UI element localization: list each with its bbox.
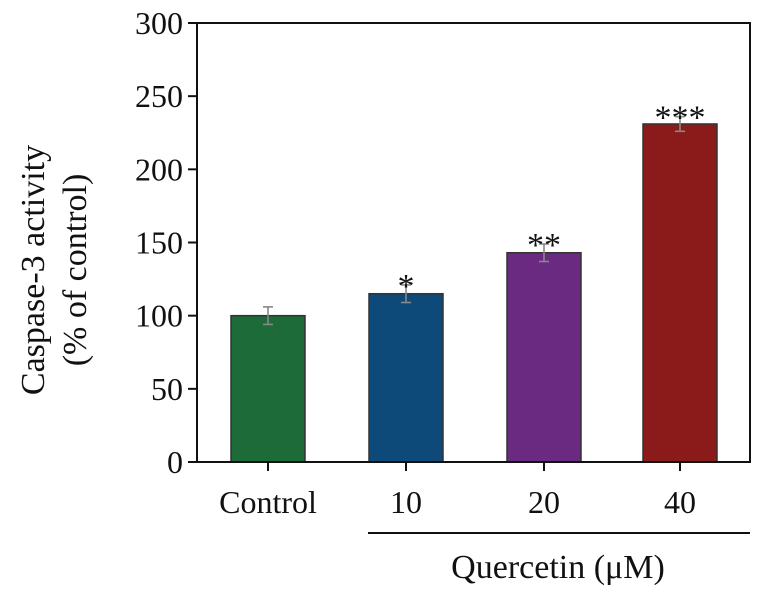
x-tick-label-20: 20	[528, 484, 560, 520]
bar-series: ******	[230, 100, 718, 463]
significance-mark-20: **	[527, 227, 561, 264]
y-tick-label-0: 0	[167, 444, 183, 480]
quercetin-group-label: Quercetin (μM)	[451, 549, 665, 586]
bar-10	[368, 292, 444, 463]
x-tick-label-10: 10	[390, 484, 422, 520]
x-axis-ticks: Control 10 20 40	[219, 462, 696, 520]
plot-frame	[196, 22, 751, 463]
y-tick-label-300: 300	[135, 5, 183, 41]
bar-40	[642, 123, 718, 463]
y-axis-ticks: 0 50 100 150 200 250 300	[135, 5, 197, 480]
y-tick-label-200: 200	[135, 151, 183, 187]
significance-mark-40: ***	[655, 100, 706, 137]
y-axis-title-line1: Caspase-3 activity	[15, 145, 52, 395]
y-axis-title: Caspase-3 activity (% of control)	[15, 145, 94, 395]
x-tick-label-control: Control	[219, 484, 317, 520]
y-tick-label-250: 250	[135, 78, 183, 114]
significance-mark-10: *	[398, 268, 415, 305]
y-axis-title-line2: (% of control)	[57, 174, 94, 367]
y-tick-label-50: 50	[151, 371, 183, 407]
x-tick-label-40: 40	[664, 484, 696, 520]
y-tick-label-150: 150	[135, 225, 183, 261]
bar-control	[230, 314, 306, 463]
bar-20	[506, 251, 582, 463]
y-tick-label-100: 100	[135, 298, 183, 334]
